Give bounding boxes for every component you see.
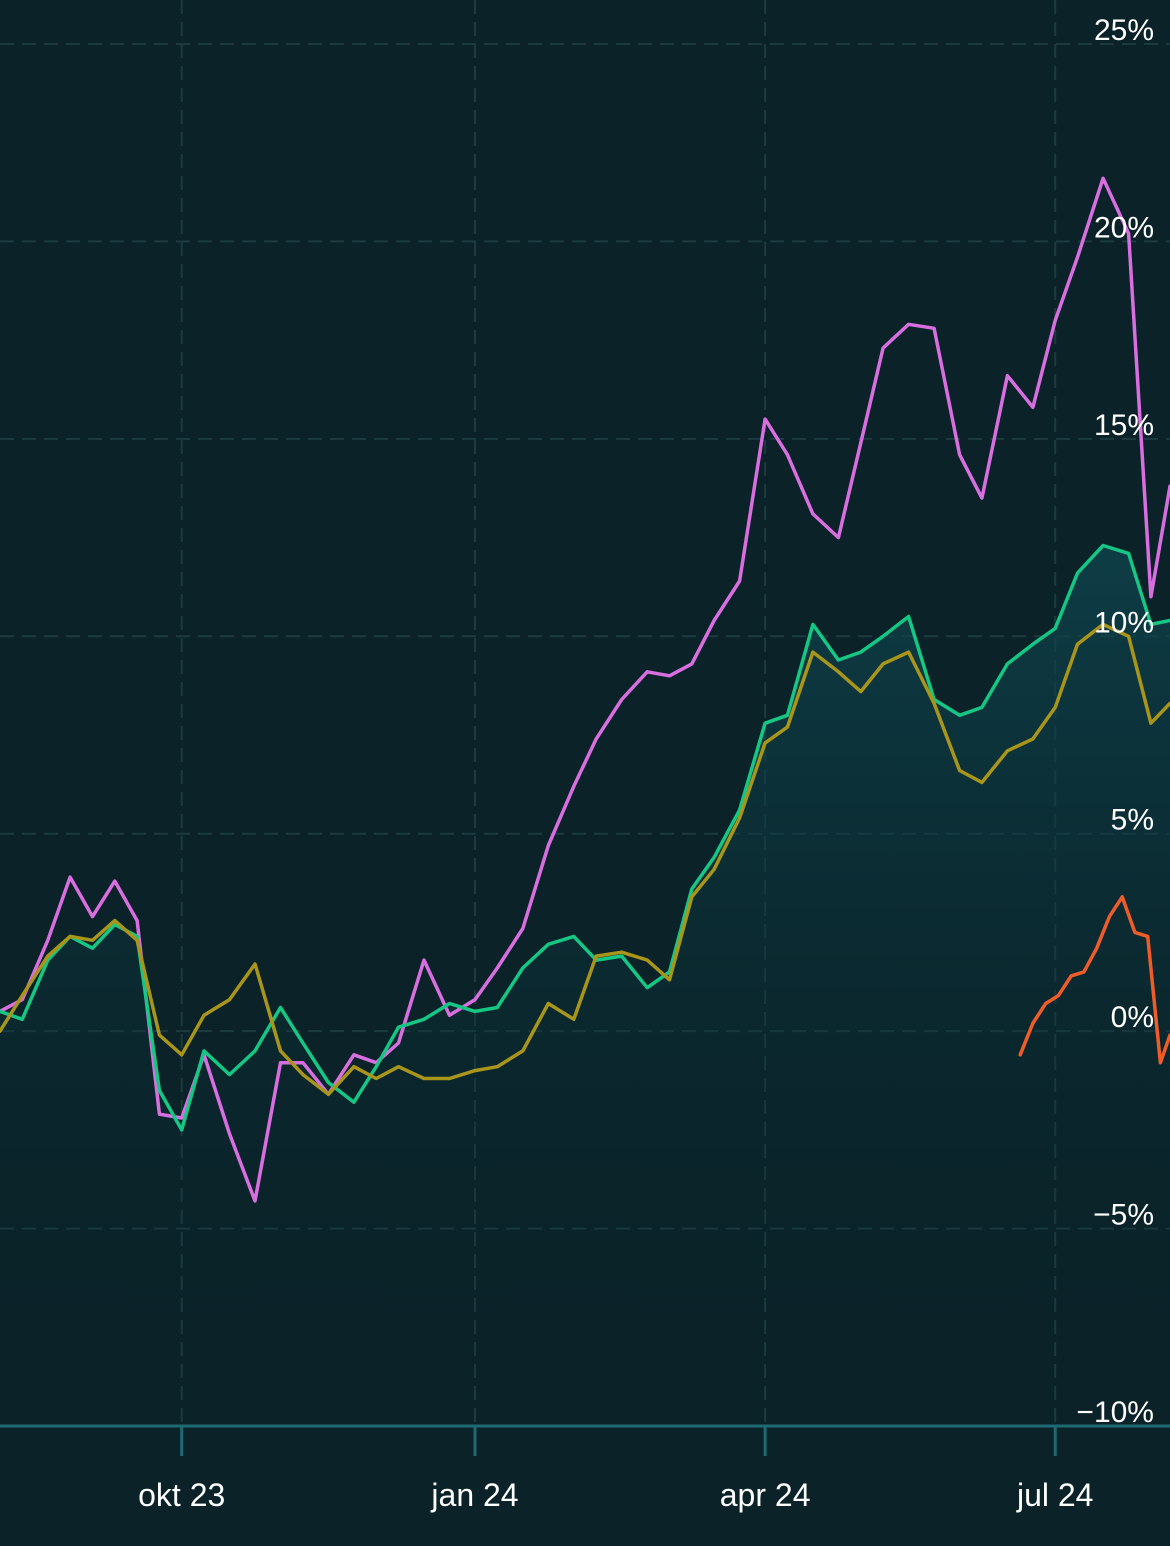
series-line-olive (0, 622, 1170, 1097)
y-tick-label: −5% (1093, 1199, 1154, 1232)
x-tick-label: okt 23 (138, 1477, 225, 1513)
y-tick-label: 0% (1111, 1001, 1154, 1034)
y-tick-label: 5% (1111, 804, 1154, 837)
series-line-orange (1018, 895, 1170, 1065)
y-tick-label: 15% (1094, 409, 1154, 442)
y-tick-label: −10% (1076, 1396, 1154, 1429)
x-tick-label: jul 24 (1016, 1477, 1094, 1513)
x-axis: okt 23 jan 24 apr 24 jul 24 (0, 1424, 1170, 1513)
y-tick-label: 10% (1094, 606, 1154, 639)
x-tick-label: jan 24 (430, 1477, 518, 1513)
y-axis-labels: 25% 20% 15% 10% 5% 0% −5% −10% (1076, 14, 1154, 1429)
series-line-green (0, 543, 1170, 1132)
y-tick-label: 20% (1094, 211, 1154, 244)
y-tick-label: 25% (1094, 14, 1154, 47)
series-lines (0, 176, 1170, 1203)
series-line-purple (0, 176, 1170, 1203)
x-tick-label: apr 24 (720, 1477, 811, 1513)
